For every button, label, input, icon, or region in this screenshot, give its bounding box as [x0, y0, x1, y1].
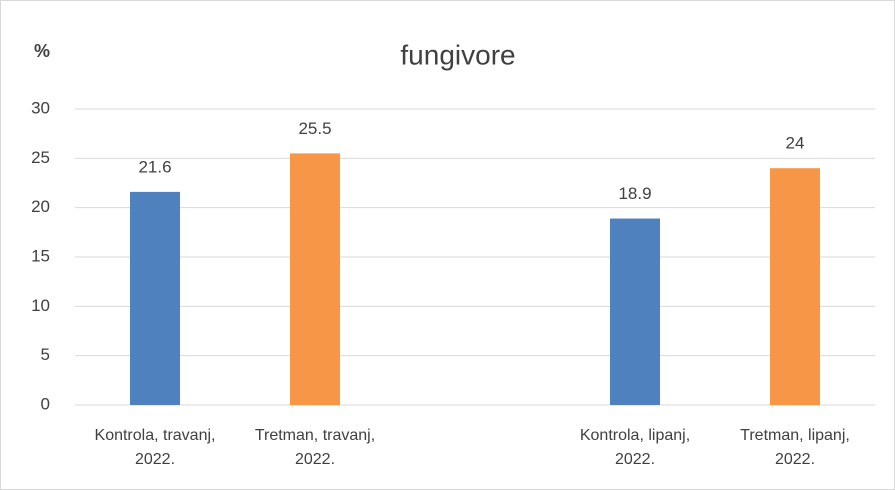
data-label: 18.9: [618, 184, 651, 203]
y-tick-label: 0: [41, 394, 50, 413]
bar: [290, 153, 340, 405]
y-tick-label: 30: [31, 98, 50, 117]
x-tick-label: Tretman, lipanj, 2022.: [740, 427, 850, 468]
chart-title: fungivore: [400, 39, 515, 70]
y-tick-label: 10: [31, 296, 50, 315]
y-tick-label: 20: [31, 197, 50, 216]
data-label: 25.5: [298, 119, 331, 138]
x-tick-label: Tretman, travanj, 2022.: [254, 427, 376, 468]
y-tick-label: 25: [31, 148, 50, 167]
bar: [130, 191, 180, 405]
y-tick-label: 5: [41, 345, 50, 364]
bar: [770, 168, 820, 405]
y-tick-label: 15: [31, 246, 50, 265]
data-label: 21.6: [138, 157, 171, 176]
y-axis-label: %: [34, 41, 50, 61]
x-tick-label: Kontrola, lipanj, 2022.: [579, 427, 691, 468]
bar: [610, 218, 660, 405]
data-label: 24: [786, 134, 805, 153]
x-tick-label: Kontrola, travanj, 2022.: [94, 427, 216, 468]
